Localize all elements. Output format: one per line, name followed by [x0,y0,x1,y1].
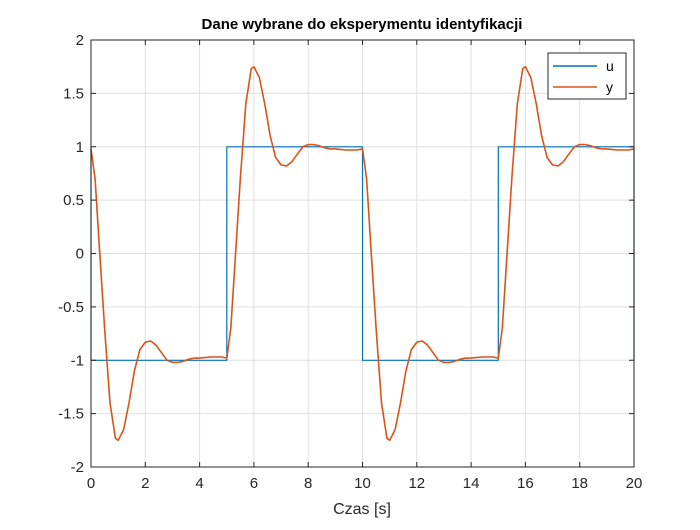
tick-group: 0 2 4 6 8 10 12 14 16 18 20 -2 -1.5 -1 -0.5 0 0.5 1 1.5 2 [58,32,642,492]
y-tick-label: -0.5 [58,299,84,316]
x-tick-label: 14 [463,475,480,492]
y-tick-label: 0 [76,246,84,263]
chart-title: Dane wybrane do eksperymentu identyfikac… [202,16,523,33]
series-line-u [90,146,635,361]
y-tick-label: 1.5 [63,85,84,102]
x-tick-label: 18 [571,475,588,492]
legend-box [547,52,627,100]
x-tick-label: 6 [250,475,258,492]
x-tick-label: 16 [517,475,534,492]
series-line-y [90,65,635,442]
legend: uy [547,52,627,100]
legend-label-y: y [606,79,613,95]
series-group [90,65,635,442]
x-tick-label: 0 [87,475,95,492]
x-tick-label: 4 [195,475,203,492]
y-tick-label: 1 [76,139,84,156]
y-tick-label: -2 [71,459,84,476]
y-tick-label: 2 [76,32,84,49]
x-axis-label: Czas [s] [333,501,391,518]
y-tick-label: -1 [71,352,84,369]
x-tick-label: 20 [626,475,643,492]
y-tick-label: -1.5 [58,406,84,423]
y-tick-label: 0.5 [63,192,84,209]
legend-label-u: u [606,58,614,74]
x-tick-label: 8 [304,475,312,492]
x-tick-label: 12 [408,475,425,492]
x-tick-label: 2 [141,475,149,492]
x-tick-label: 10 [354,475,371,492]
